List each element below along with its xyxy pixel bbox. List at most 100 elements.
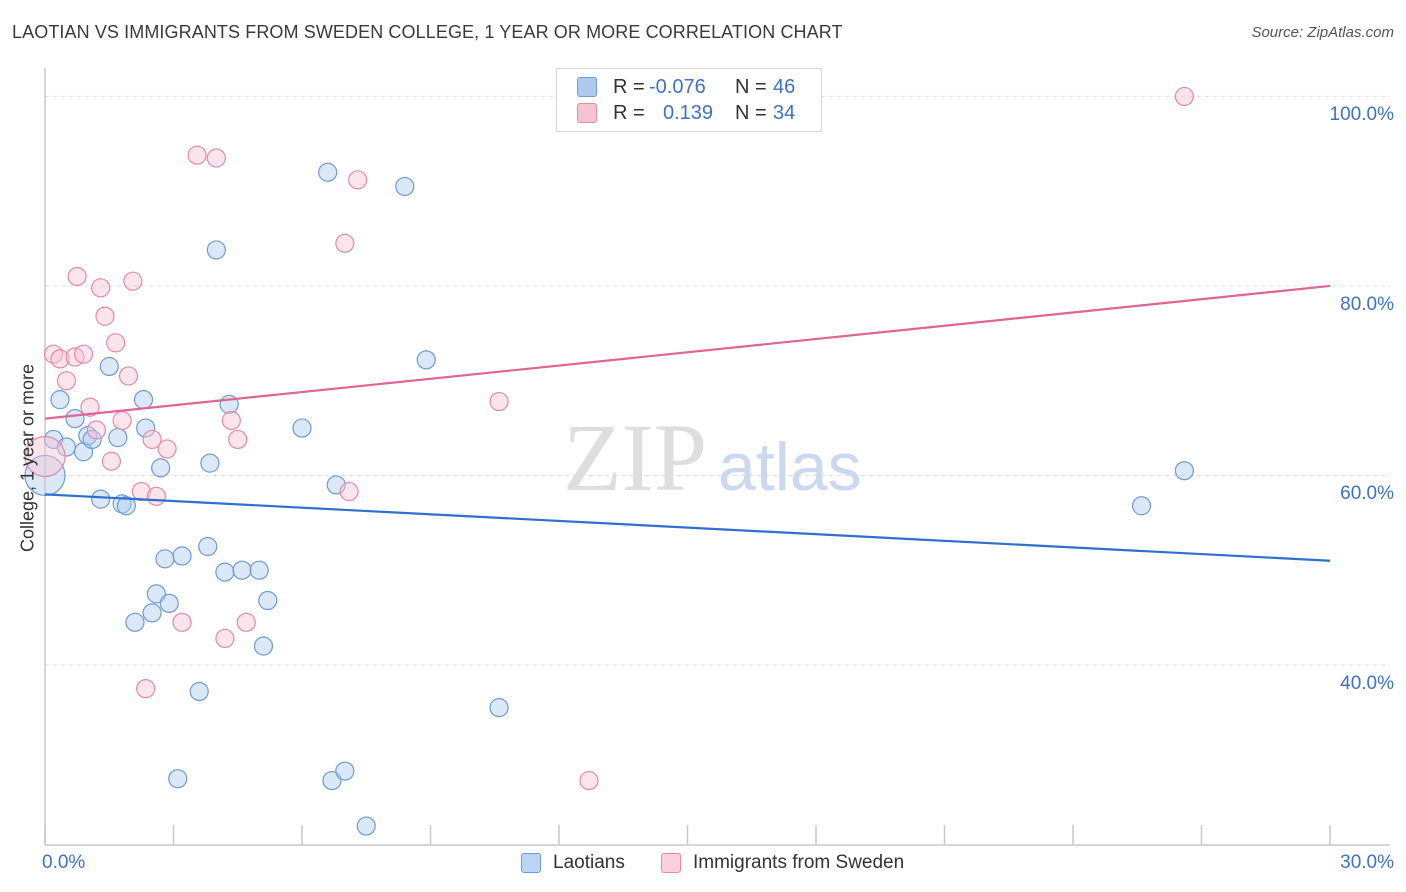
point-laotians: [136, 418, 156, 438]
point-laotians: [189, 681, 209, 702]
x-tick-label: 0.0%: [42, 852, 86, 873]
legend-n-value: 46: [773, 76, 796, 98]
point-laotians: [142, 603, 162, 623]
correlation-legend: R = -0.076 N = 46 R = 0.139 N = 34: [556, 68, 822, 132]
point-sweden: [80, 397, 100, 417]
point-sweden: [131, 481, 151, 502]
point-laotians: [489, 698, 509, 718]
point-sweden: [106, 333, 126, 353]
point-laotians: [206, 240, 226, 260]
trend-line-sweden: [44, 284, 1331, 420]
point-laotians: [215, 562, 235, 582]
point-sweden: [73, 344, 94, 364]
grid-lines: [45, 95, 1390, 666]
y-tick-label: 60.0%: [1340, 483, 1394, 505]
point-laotians: [198, 536, 218, 557]
point-sweden: [56, 371, 77, 391]
point-laotians: [416, 350, 436, 370]
point-laotians: [116, 496, 136, 516]
legend-label-sweden: Immigrants from Sweden: [693, 852, 905, 873]
legend-r-label: R =: [613, 76, 645, 98]
legend-swatch-sweden: [661, 853, 681, 873]
axes: [44, 68, 1390, 846]
point-sweden: [215, 628, 235, 649]
point-laotians: [146, 584, 166, 604]
watermark-zip: ZIP: [563, 404, 707, 511]
point-laotians: [133, 390, 154, 410]
point-sweden: [579, 770, 599, 791]
point-sweden: [112, 410, 132, 431]
point-laotians: [108, 427, 128, 448]
point-laotians: [232, 560, 252, 580]
point-sweden: [221, 410, 241, 431]
point-laotians: [395, 176, 415, 197]
point-laotians: [159, 593, 179, 613]
point-laotians: [322, 770, 342, 791]
point-sweden: [339, 481, 359, 502]
legend-swatch-laotians: [577, 77, 597, 97]
point-sweden: [228, 429, 248, 450]
data-points: [24, 86, 1194, 836]
point-laotians: [292, 418, 312, 438]
legend-n-label: N =: [735, 102, 767, 124]
point-sweden: [187, 145, 207, 165]
point-laotians: [335, 761, 355, 781]
point-laotians: [99, 356, 119, 377]
point-laotians: [258, 590, 278, 611]
point-laotians: [125, 612, 145, 632]
point-sweden: [67, 266, 87, 287]
point-sweden: [24, 435, 66, 478]
point-sweden: [101, 451, 121, 471]
point-sweden: [91, 278, 111, 298]
point-sweden: [489, 391, 509, 412]
point-laotians: [151, 458, 171, 478]
chart-title: LAOTIAN VS IMMIGRANTS FROM SWEDEN COLLEG…: [12, 22, 843, 42]
point-laotians: [172, 546, 192, 566]
legend-r-label: R =: [613, 102, 645, 124]
point-laotians: [200, 453, 220, 473]
y-axis-label: College, 1 year or more: [17, 363, 38, 553]
point-sweden: [172, 612, 192, 632]
point-sweden: [348, 170, 368, 190]
watermark-atlas: atlas: [718, 429, 862, 505]
legend-r-value: 0.139: [663, 102, 714, 124]
trend-line-laotians: [44, 493, 1331, 562]
point-sweden: [236, 612, 256, 632]
point-sweden: [50, 349, 70, 369]
y-tick-label: 40.0%: [1340, 672, 1394, 694]
point-sweden: [335, 233, 355, 253]
point-laotians: [91, 489, 111, 509]
point-sweden: [206, 148, 226, 168]
y-tick-label: 100.0%: [1329, 104, 1394, 126]
point-laotians: [50, 390, 70, 410]
point-sweden: [123, 271, 143, 291]
point-laotians: [65, 408, 85, 429]
point-sweden: [136, 679, 156, 699]
legend-swatch-laotians: [521, 853, 541, 873]
legend-n-label: N =: [735, 76, 767, 98]
source-label: Source: ZipAtlas.com: [1251, 24, 1394, 41]
point-laotians: [82, 429, 102, 450]
x-tick-label: 30.0%: [1340, 852, 1394, 873]
watermark: ZIP atlas: [563, 404, 862, 511]
legend-r-value: -0.076: [649, 76, 706, 98]
point-laotians: [1131, 496, 1152, 516]
point-laotians: [1174, 461, 1194, 481]
point-laotians: [318, 162, 338, 182]
point-sweden: [146, 486, 166, 506]
point-laotians: [155, 549, 175, 569]
point-laotians: [253, 636, 274, 656]
point-laotians: [168, 769, 188, 789]
point-laotians: [249, 560, 269, 580]
legend-label-laotians: Laotians: [553, 852, 625, 873]
legend-n-value: 34: [773, 102, 796, 124]
point-sweden: [142, 429, 162, 450]
point-sweden: [1174, 86, 1194, 107]
point-sweden: [86, 420, 107, 440]
legend-swatch-sweden: [577, 103, 597, 123]
trend-lines: [44, 284, 1331, 562]
point-sweden: [157, 439, 177, 459]
point-sweden: [95, 306, 115, 326]
point-laotians: [356, 816, 376, 836]
